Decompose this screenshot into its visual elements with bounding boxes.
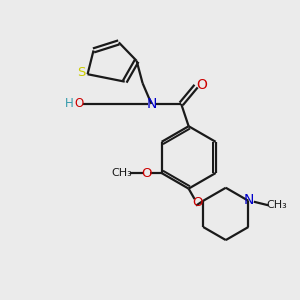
Text: S: S bbox=[77, 66, 85, 79]
Text: CH₃: CH₃ bbox=[266, 200, 287, 210]
Text: O: O bbox=[196, 78, 208, 92]
Text: N: N bbox=[244, 193, 254, 207]
Text: O: O bbox=[141, 167, 152, 179]
Text: O: O bbox=[74, 98, 83, 110]
Text: H: H bbox=[64, 98, 73, 110]
Text: CH₃: CH₃ bbox=[112, 168, 133, 178]
Text: O: O bbox=[192, 196, 203, 208]
Text: N: N bbox=[146, 97, 157, 111]
